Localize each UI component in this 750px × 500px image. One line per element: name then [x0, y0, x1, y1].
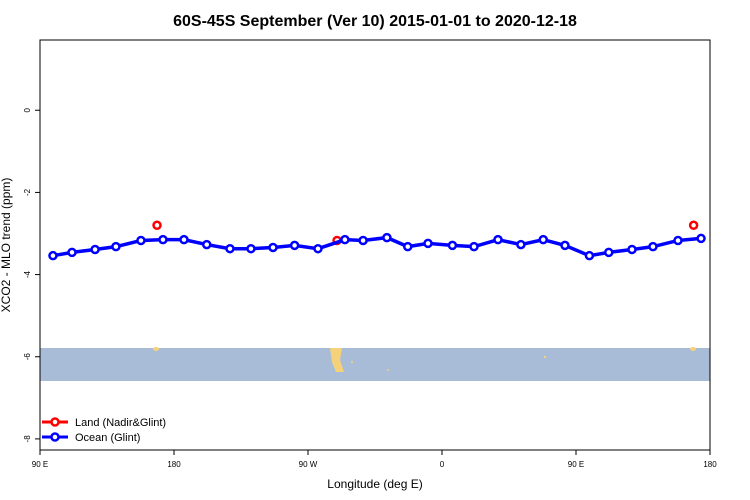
data-point	[382, 232, 392, 243]
series-line	[52, 235, 702, 258]
y-tick-label: -8	[23, 435, 32, 443]
x-tick-label: 180	[703, 460, 717, 469]
y-tick-label: -6	[23, 353, 32, 361]
y-tick-label: -4	[23, 270, 32, 278]
data-point	[246, 243, 256, 254]
legend-label: Land (Nadir&Glint)	[75, 417, 166, 429]
y-tick-label: 0	[23, 107, 32, 112]
data-point	[403, 241, 413, 252]
data-point	[48, 250, 58, 261]
chart-title: 60S-45S September (Ver 10) 2015-01-01 to…	[173, 13, 577, 30]
data-point	[289, 240, 300, 251]
x-axis-label: Longitude (deg E)	[327, 477, 422, 491]
map-strip	[40, 348, 710, 381]
x-tick-label: 0	[440, 460, 445, 469]
data-point	[516, 239, 526, 250]
data-point	[627, 244, 637, 255]
data-point	[340, 234, 350, 245]
data-point	[648, 241, 658, 252]
data-point	[136, 235, 146, 246]
data-point	[538, 234, 548, 245]
data-point	[673, 235, 683, 246]
x-tick-label: 180	[167, 460, 181, 469]
data-point	[423, 238, 433, 249]
data-point	[469, 241, 479, 252]
data-point	[358, 235, 368, 246]
data-point	[268, 242, 278, 253]
x-tick-label: 90 E	[568, 460, 584, 469]
data-point	[696, 233, 706, 244]
plot-frame	[39, 39, 711, 451]
data-point	[179, 234, 189, 245]
data-point	[688, 220, 699, 231]
land-patches	[153, 347, 696, 372]
marks	[48, 220, 706, 261]
data-point	[604, 247, 614, 258]
y-tick-label: -2	[23, 188, 32, 196]
data-point	[202, 239, 212, 250]
data-point	[67, 247, 77, 258]
legend-label: Ocean (Glint)	[75, 432, 140, 444]
y-axis-label: XCO2 - MLO trend (ppm)	[0, 178, 13, 313]
data-point	[225, 243, 235, 254]
x-tick-label: 90 E	[32, 460, 48, 469]
legend-marker	[50, 432, 60, 442]
data-point	[447, 240, 458, 251]
data-point	[560, 240, 570, 251]
x-tick-label: 90 W	[299, 460, 318, 469]
data-point	[313, 243, 323, 254]
data-point	[158, 234, 168, 245]
data-point	[90, 244, 100, 255]
data-point	[111, 241, 121, 252]
legend-marker	[50, 417, 60, 427]
data-point	[584, 250, 595, 261]
data-point	[493, 234, 503, 245]
data-point	[152, 220, 162, 231]
